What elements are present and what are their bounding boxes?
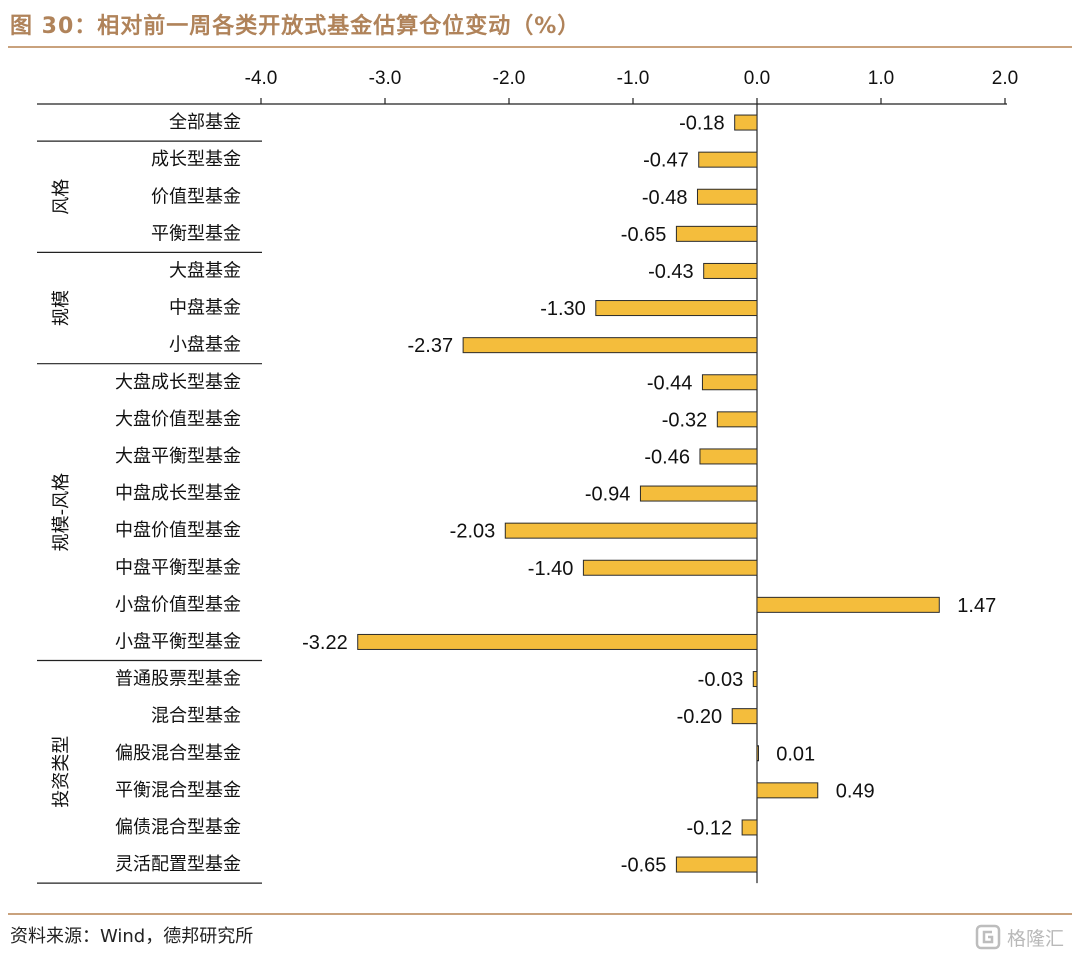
watermark-logo-icon	[975, 924, 1001, 950]
bar	[639, 485, 758, 502]
bar	[696, 188, 758, 205]
bar	[756, 596, 940, 613]
category-label: 混合型基金	[151, 706, 241, 727]
group-label: 规模	[51, 290, 72, 326]
data-label: -0.48	[642, 187, 688, 209]
data-label: -0.65	[621, 224, 667, 246]
bar	[716, 411, 758, 428]
data-label: 0.49	[836, 780, 875, 802]
bar	[698, 151, 758, 168]
category-label: 价值型基金	[151, 186, 241, 207]
bar	[582, 559, 758, 576]
bar	[504, 522, 758, 539]
chart-title: 图 30：相对前一周各类开放式基金估算仓位变动（%）	[10, 14, 581, 39]
bar	[699, 448, 758, 465]
category-label: 中盘成长型基金	[115, 483, 241, 504]
category-label: 小盘基金	[169, 335, 241, 356]
data-label: -0.12	[687, 817, 733, 839]
bar	[675, 225, 758, 242]
category-label: 中盘平衡型基金	[115, 557, 241, 578]
data-label: -0.32	[662, 409, 708, 431]
x-tick-label: 1.0	[868, 68, 894, 89]
x-tick-label: -4.0	[245, 68, 278, 89]
category-label: 平衡混合型基金	[115, 780, 241, 801]
bar	[357, 633, 758, 650]
bar	[756, 745, 759, 762]
category-label: 灵活配置型基金	[115, 854, 241, 875]
category-label: 小盘平衡型基金	[115, 631, 241, 652]
data-label: -3.22	[302, 632, 348, 654]
category-label: 偏债混合型基金	[115, 817, 241, 838]
data-label: -1.40	[528, 558, 574, 580]
bar	[741, 819, 758, 836]
x-tick-label: 0.0	[744, 68, 770, 89]
group-label: 规模-风格	[51, 473, 72, 552]
bar	[701, 374, 758, 391]
data-label: -1.30	[540, 298, 586, 320]
bar	[752, 671, 758, 688]
x-tick-label: -2.0	[493, 68, 526, 89]
data-label: -0.65	[621, 855, 667, 877]
category-label: 偏股混合型基金	[115, 743, 241, 764]
category-label: 普通股票型基金	[115, 669, 241, 690]
data-label: -0.20	[677, 706, 723, 728]
data-label: -2.37	[408, 335, 454, 357]
bar	[731, 708, 758, 725]
bar	[675, 856, 758, 873]
category-label: 中盘价值型基金	[115, 520, 241, 541]
bar-series: -0.18 -0.47 -0.48 -0.65 -0.43 -1.30 -2.37 -0.44…	[302, 113, 996, 877]
bar	[756, 782, 819, 799]
data-label: -0.18	[679, 113, 725, 135]
data-label: -0.03	[698, 669, 744, 691]
data-label: 1.47	[957, 595, 996, 617]
data-label: 0.01	[776, 743, 815, 765]
category-label: 小盘价值型基金	[115, 594, 241, 615]
bar	[595, 300, 758, 317]
source-note: 资料来源：Wind，德邦研究所	[10, 926, 254, 947]
data-label: -2.03	[450, 521, 496, 543]
watermark-text: 格隆汇	[1007, 927, 1065, 950]
category-label: 大盘价值型基金	[115, 409, 241, 430]
title-rule	[8, 46, 1072, 48]
category-label: 大盘基金	[169, 260, 241, 281]
data-label: -0.94	[585, 484, 631, 506]
category-label: 大盘平衡型基金	[115, 446, 241, 467]
data-label: -0.46	[644, 446, 690, 468]
x-tick-label: -3.0	[369, 68, 402, 89]
bar	[703, 262, 758, 279]
category-label: 中盘基金	[169, 298, 241, 319]
group-label: 风格	[51, 179, 72, 215]
watermark: 格隆汇	[975, 922, 1071, 952]
bar	[734, 114, 758, 131]
bar	[462, 337, 758, 354]
x-tick-label: -1.0	[617, 68, 650, 89]
group-label: 投资类型	[51, 736, 72, 808]
category-label: 成长型基金	[151, 149, 241, 170]
data-label: -0.44	[647, 372, 693, 394]
category-label: 全部基金	[169, 112, 241, 133]
footer-rule	[8, 913, 1072, 915]
category-label: 平衡型基金	[151, 223, 241, 244]
x-tick-label: 2.0	[992, 68, 1018, 89]
data-label: -0.43	[648, 261, 694, 283]
category-label: 大盘成长型基金	[115, 372, 241, 393]
data-label: -0.47	[643, 150, 689, 172]
